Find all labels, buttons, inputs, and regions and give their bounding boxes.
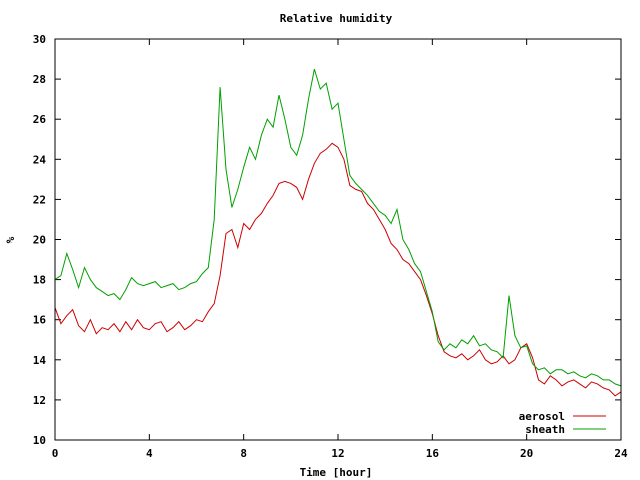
y-axis-label: % [4,236,17,243]
y-tick-label: 10 [33,434,46,447]
series-group [54,68,622,397]
y-tick-label: 16 [33,314,47,327]
x-tick-label: 0 [52,447,59,460]
y-tick-label: 24 [33,153,47,166]
x-tick-label: 4 [146,447,153,460]
sheath-series-line [54,68,622,387]
y-tick-label: 26 [33,113,47,126]
y-tick-label: 18 [33,274,46,287]
y-tick-label: 28 [33,73,46,86]
x-tick-label: 20 [520,447,533,460]
aerosol-series-line [54,142,622,397]
y-tick-label: 14 [33,354,47,367]
y-tick-label: 12 [33,394,46,407]
x-tick-label: 8 [240,447,247,460]
x-axis-label: Time [hour] [300,466,373,479]
chart-title: Relative humidity [280,12,393,25]
y-tick-label: 22 [33,193,46,206]
y-tick-label: 20 [33,234,46,247]
plot-frame [54,38,622,441]
x-tick-label: 16 [426,447,440,460]
y-tick-label: 30 [33,33,46,46]
legend-label-sheath: sheath [525,423,565,436]
axis-ticks: 0 4 8 12 16 20 24 10 12 14 16 18 20 22 24 26 28 30 [33,33,628,460]
x-tick-label: 12 [331,447,344,460]
x-tick-label: 24 [614,447,628,460]
legend-label-aerosol: aerosol [519,410,565,423]
